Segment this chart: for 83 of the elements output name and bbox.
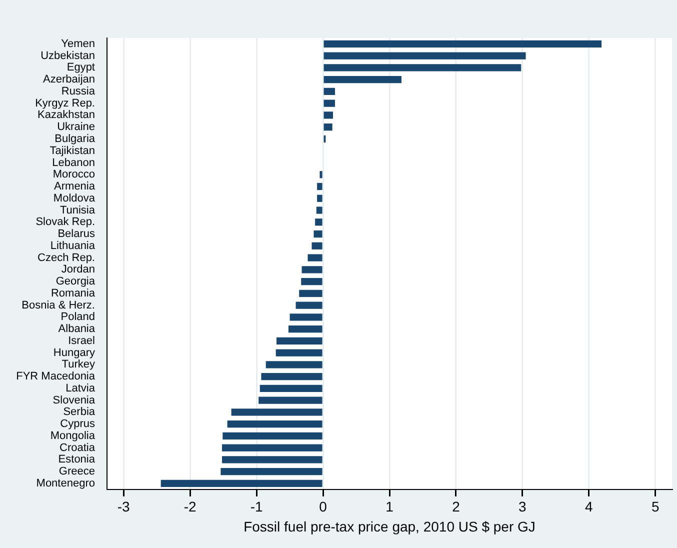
bar (308, 254, 322, 262)
x-tick-label: 4 (585, 498, 594, 515)
y-tick-label: Moldova (53, 192, 96, 204)
y-tick-label: Greece (58, 466, 95, 478)
bar (222, 456, 322, 464)
bar (316, 206, 322, 214)
bar (324, 88, 335, 96)
bar (324, 76, 402, 84)
y-tick-label: Kazakhstan (38, 109, 95, 122)
y-tick-label: Georgia (56, 276, 96, 288)
y-tick-label: Belarus (58, 228, 96, 240)
y-tick-label: Turkey (62, 358, 96, 371)
x-tick-label: 0 (319, 498, 328, 515)
y-tick-label: Slovenia (52, 394, 96, 406)
bar (317, 194, 322, 202)
bar (288, 325, 322, 333)
y-tick-label: Bulgaria (54, 133, 96, 145)
bar (317, 182, 322, 190)
x-tick-label: 2 (452, 498, 460, 515)
y-tick-label: FYR Macedonia (16, 370, 96, 383)
bar (302, 266, 322, 274)
bar (261, 372, 322, 380)
bar (320, 171, 322, 178)
bar (324, 52, 526, 60)
bar (315, 218, 322, 226)
bar (324, 40, 602, 48)
y-tick-label: Cyprus (60, 418, 96, 430)
y-tick-label: Bosnia & Herz. (22, 299, 95, 312)
x-tick-label: -2 (184, 498, 197, 515)
bar (314, 230, 322, 238)
y-tick-label: Hungary (53, 346, 96, 359)
bar (301, 278, 322, 286)
bar (266, 361, 322, 368)
bar (276, 337, 322, 344)
y-tick-label: Serbia (63, 406, 96, 418)
y-tick-label: Romania (50, 287, 96, 300)
y-tick-label: Kyrgyz Rep. (35, 97, 95, 110)
y-tick-label: Israel (68, 334, 95, 347)
y-tick-label: Azerbaijan (43, 74, 95, 86)
y-tick-label: Montenegro (36, 477, 95, 490)
y-tick-label: Mongolia (50, 430, 96, 442)
bar (324, 64, 522, 72)
y-tick-label: Croatia (60, 442, 96, 454)
y-tick-label: Latvia (66, 382, 96, 394)
x-tick-label: -1 (250, 498, 263, 515)
y-tick-label: Armenia (54, 180, 96, 193)
bar (299, 290, 322, 297)
y-tick-label: Uzbekistan (40, 50, 95, 62)
bar (324, 124, 332, 131)
bar (324, 100, 335, 107)
y-tick-label: Jordan (61, 264, 95, 276)
bar (227, 420, 322, 428)
y-tick-label: Albania (58, 323, 96, 336)
y-tick-label: Poland (60, 311, 95, 324)
y-tick-label: Russia (61, 85, 96, 98)
y-tick-label: Lithuania (50, 240, 96, 252)
y-tick-label: Ukraine (57, 121, 95, 134)
bar (324, 112, 333, 119)
bar (258, 396, 322, 404)
bar (222, 444, 322, 452)
y-tick-label: Yemen (61, 38, 95, 50)
y-tick-label: Tunisia (60, 204, 96, 216)
x-tick-label: 5 (651, 498, 660, 515)
y-tick-label: Morocco (52, 168, 95, 181)
y-tick-label: Slovak Rep. (36, 216, 95, 228)
x-tick-label: 3 (518, 498, 527, 515)
bar (231, 408, 322, 416)
y-tick-label: Estonia (58, 454, 96, 466)
y-tick-label: Tajikistan (50, 144, 95, 157)
bar (222, 432, 322, 440)
y-tick-label: Egypt (66, 62, 95, 74)
y-tick-label: Czech Rep. (38, 252, 95, 264)
y-tick-label: Lebanon (52, 156, 95, 169)
x-tick-label: 1 (386, 498, 394, 515)
bar (296, 302, 322, 309)
bar (290, 314, 322, 321)
x-tick-label: -3 (117, 498, 130, 515)
bar (276, 349, 322, 356)
bar (260, 384, 322, 392)
bar (312, 242, 322, 250)
bar (160, 480, 322, 488)
bar (220, 468, 322, 476)
x-axis-title: Fossil fuel pre-tax price gap, 2010 US $ per GJ (244, 518, 536, 534)
